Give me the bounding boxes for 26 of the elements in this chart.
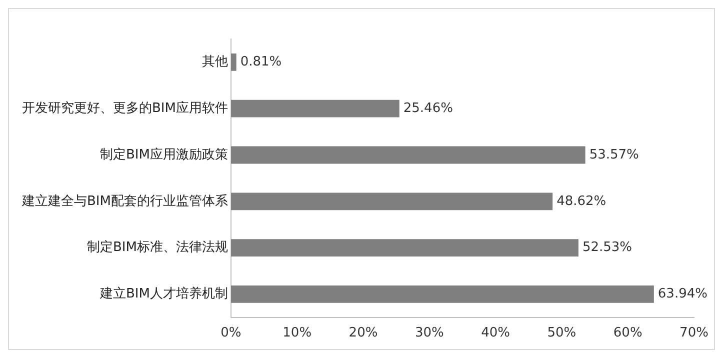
data-label: 48.62% [556,194,606,209]
y-tick-label: 其他 [202,54,228,70]
x-tick-label: 40% [481,326,510,341]
x-tick-label: 10% [282,326,312,341]
data-label: 52.53% [582,240,632,256]
bar [230,192,553,210]
bar [230,286,654,303]
bar [230,239,578,256]
data-label: 0.81% [240,54,282,70]
y-tick-label: 制定BIM应用激励政策 [100,146,228,162]
y-tick-label: 建立BIM人才培养机制 [99,286,228,302]
data-label: 63.94% [658,286,708,302]
x-tick-label: 0% [220,326,242,341]
y-tick-label: 开发研究更好、更多的BIM应用软件 [22,100,228,116]
bar [230,100,400,118]
x-tick-label: 50% [547,326,576,341]
x-tick-label: 20% [348,326,378,341]
x-tick-label: 60% [613,326,642,341]
data-label: 53.57% [589,147,639,162]
data-label: 25.46% [403,100,453,116]
x-tick-label: 30% [414,326,444,341]
y-tick-label: 建立建全与BIM配套的行业监管体系 [21,192,228,209]
y-tick-label: 制定BIM标准、法律法规 [87,240,228,256]
bar [230,146,586,164]
x-tick-label: 70% [680,326,708,341]
bar [230,54,236,71]
